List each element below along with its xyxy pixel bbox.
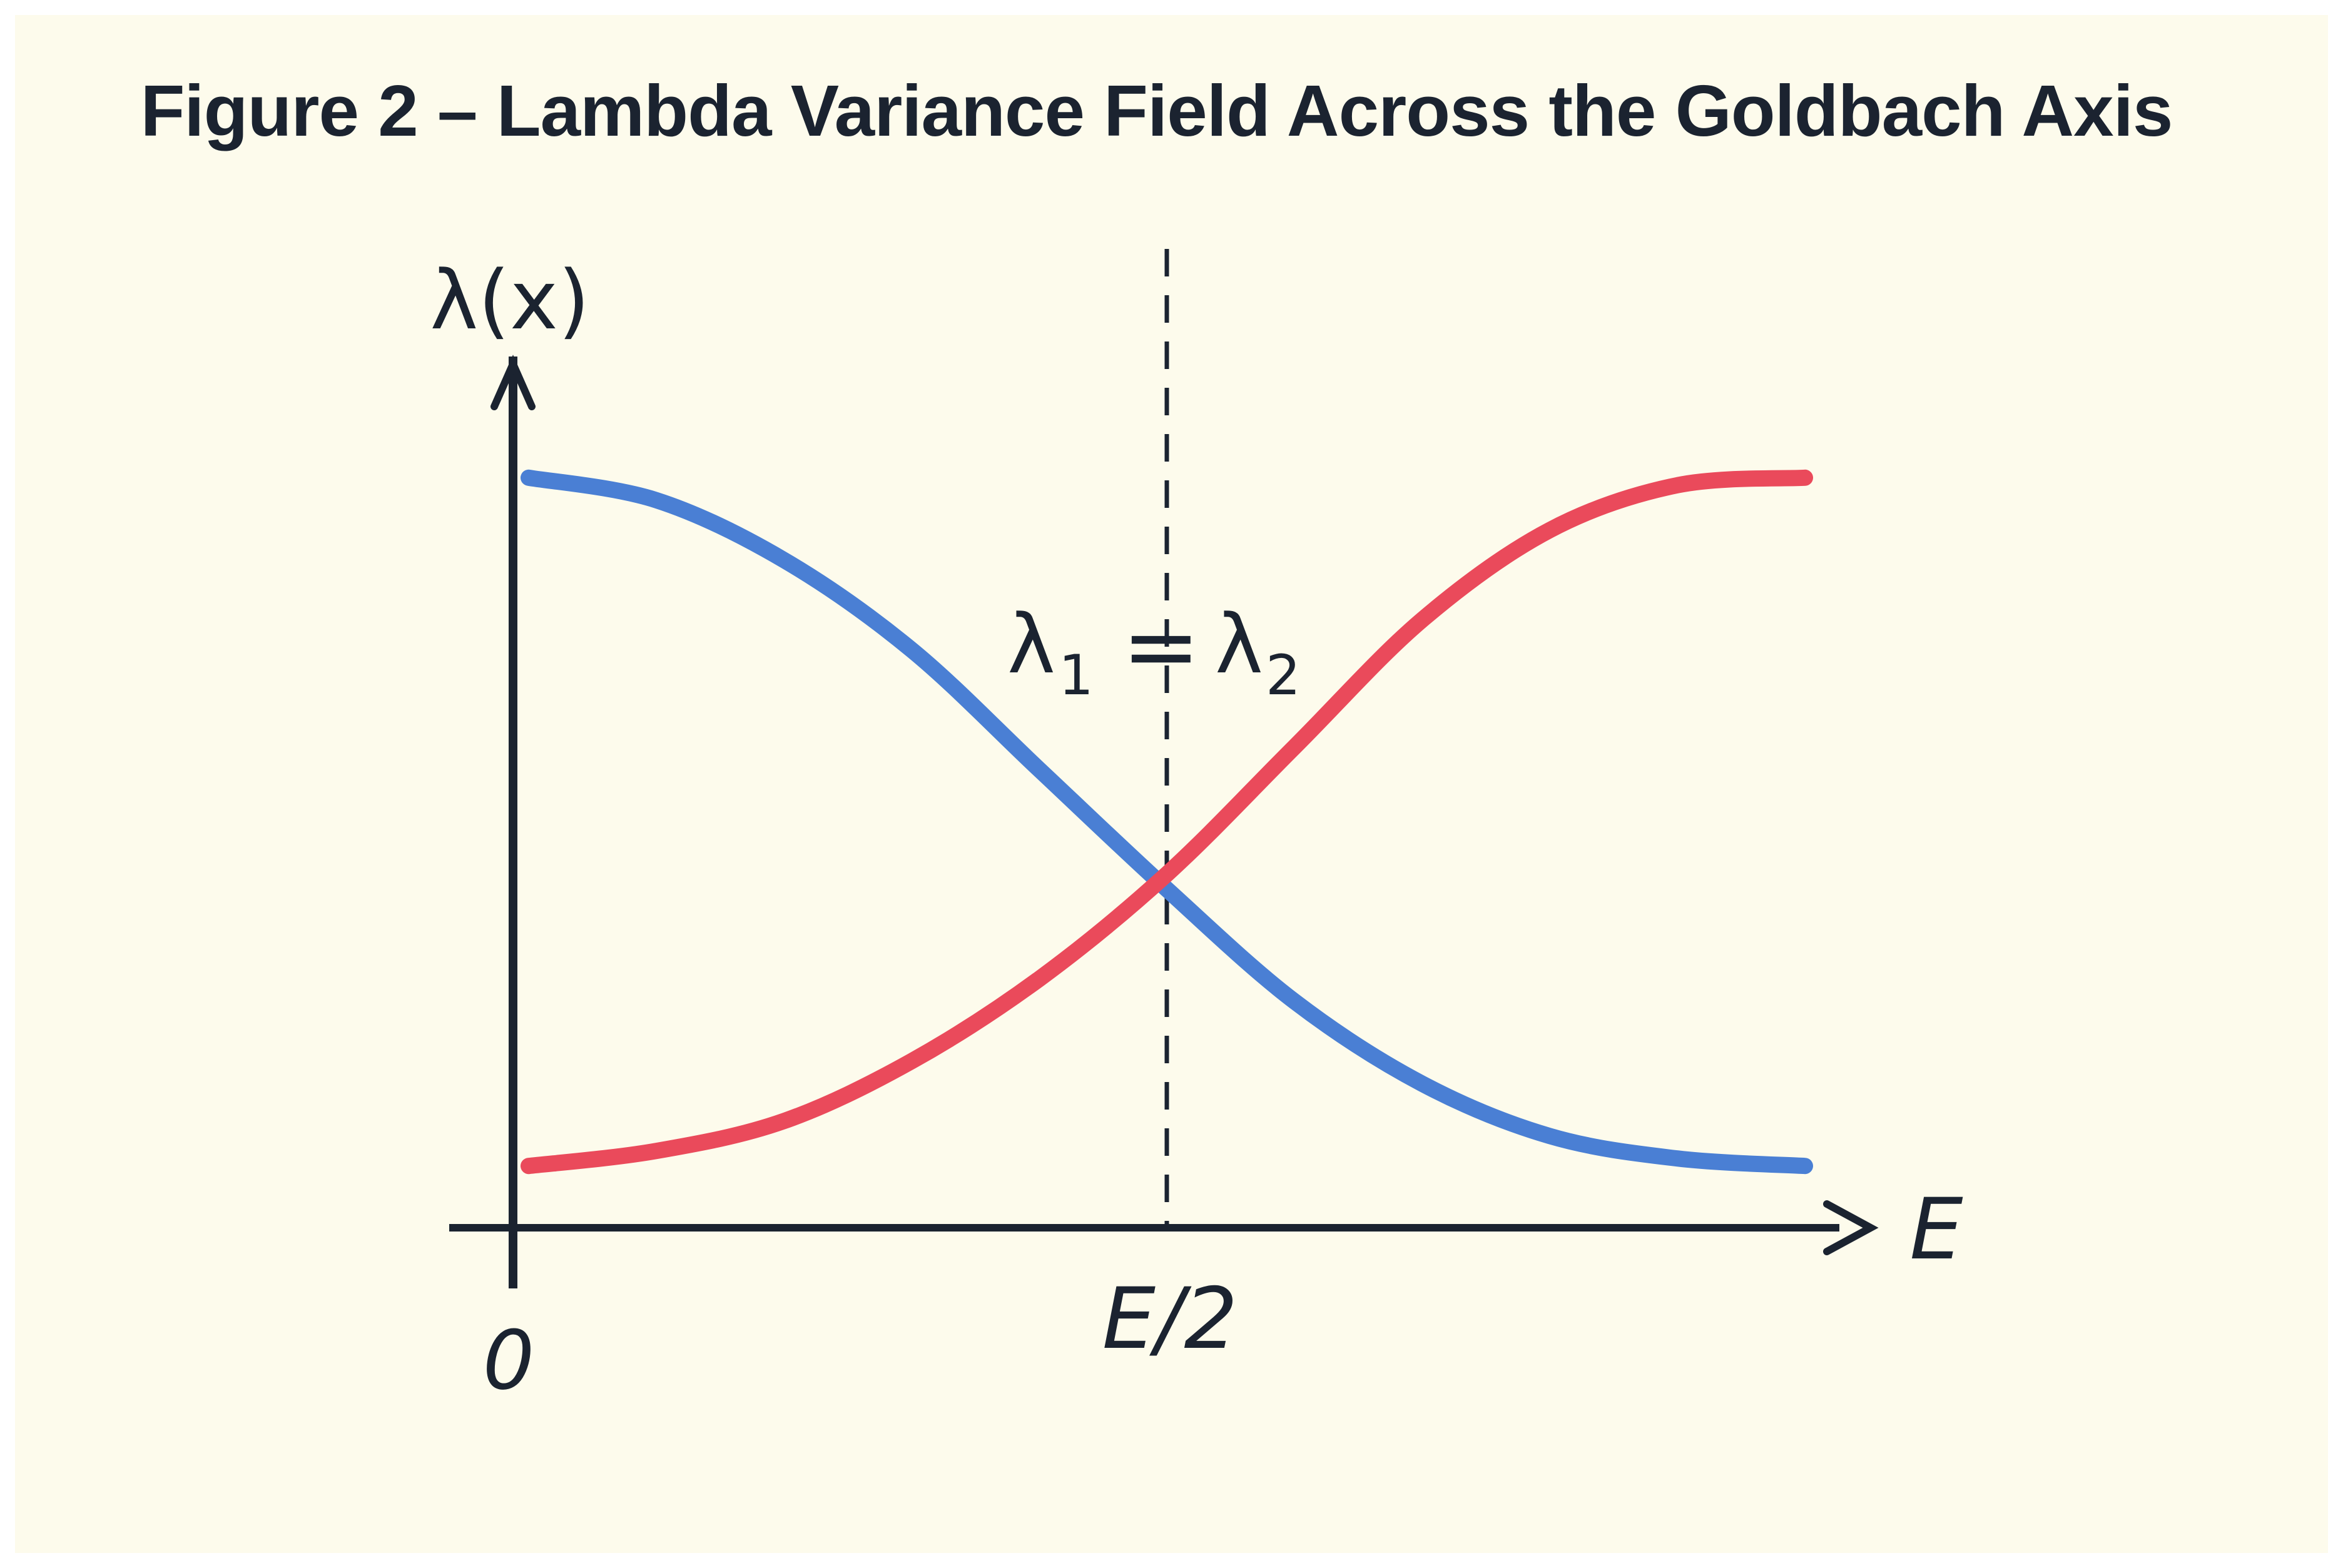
lambda-2-subscript: 2: [1266, 643, 1301, 707]
lambda-2-symbol: λ: [1215, 597, 1263, 692]
x-axis-arrowhead: [1823, 1200, 1879, 1255]
equals-sign: =: [1122, 592, 1201, 701]
y-axis-label: λ(x): [430, 253, 589, 348]
figure-title: Figure 2 – Lambda Variance Field Across …: [140, 70, 2173, 151]
midpoint-tick-label: E/2: [1102, 1270, 1238, 1368]
x-axis-label: E: [1909, 1180, 1963, 1278]
lambda-1-symbol: λ: [1007, 597, 1055, 692]
increasing-curve: [521, 469, 1813, 1175]
crossing-annotation: λ 1 = λ 2: [1007, 592, 1301, 707]
origin-label: 0: [483, 1313, 535, 1408]
lambda-1-subscript: 1: [1059, 643, 1094, 707]
figure-background: [15, 15, 2328, 1553]
y-axis-arrowhead: [490, 355, 536, 410]
